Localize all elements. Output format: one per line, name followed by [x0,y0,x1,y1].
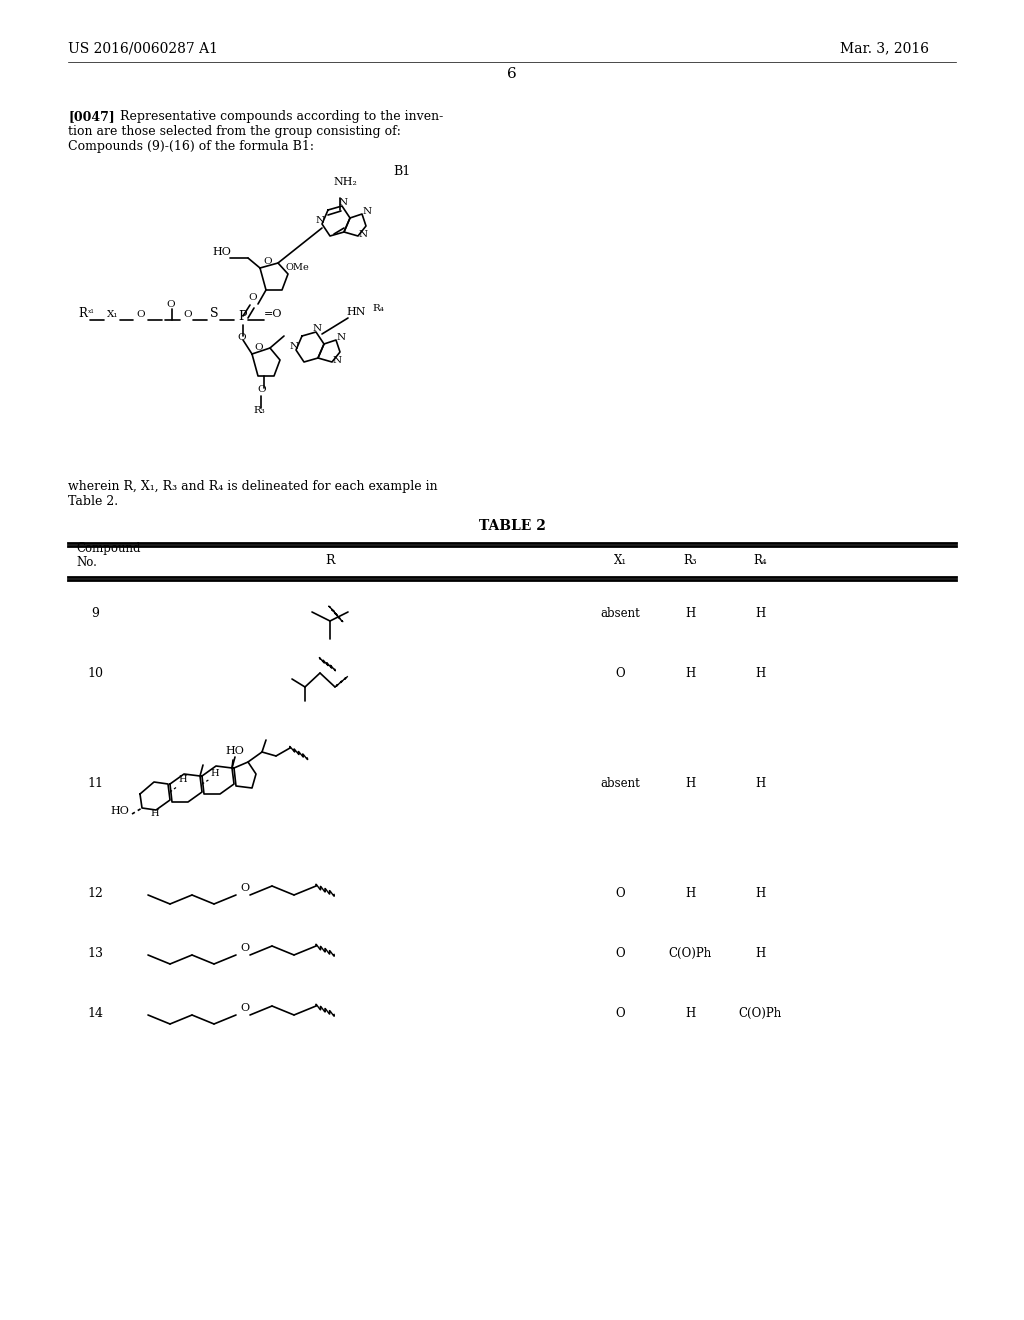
Text: X₁: X₁ [106,310,119,319]
Text: Table 2.: Table 2. [68,495,118,508]
Text: tion are those selected from the group consisting of:: tion are those selected from the group c… [68,125,400,139]
Text: absent: absent [600,607,640,620]
Text: O: O [254,343,262,352]
Text: O: O [240,1003,249,1012]
Text: S: S [210,308,218,319]
Text: ₓ₁: ₓ₁ [88,308,95,315]
Text: H: H [151,809,160,818]
Text: H: H [755,946,765,960]
Text: OMe: OMe [285,263,309,272]
Text: R: R [326,554,335,568]
Text: N: N [312,323,322,333]
Text: 10: 10 [87,667,103,680]
Text: O: O [240,883,249,894]
Text: =O: =O [264,309,283,319]
Text: 12: 12 [87,887,103,900]
Text: H: H [211,770,219,777]
Text: H: H [178,775,187,784]
Text: 6: 6 [507,67,517,81]
Text: H: H [755,777,765,789]
Text: HN: HN [346,308,366,317]
Text: R: R [78,308,87,319]
Text: 11: 11 [87,777,103,789]
Text: TABLE 2: TABLE 2 [478,519,546,533]
Text: O: O [263,257,271,267]
Text: H: H [685,1007,695,1020]
Text: N: N [362,207,372,216]
Text: H: H [755,667,765,680]
Text: [0047]: [0047] [68,110,115,123]
Text: B1: B1 [393,165,411,178]
Text: NH₂: NH₂ [333,177,357,187]
Text: O: O [237,333,246,342]
Text: Representative compounds according to the inven-: Representative compounds according to th… [120,110,443,123]
Text: Compounds (9)-(16) of the formula B1:: Compounds (9)-(16) of the formula B1: [68,140,314,153]
Text: US 2016/0060287 A1: US 2016/0060287 A1 [68,41,218,55]
Text: 14: 14 [87,1007,103,1020]
Text: 9: 9 [91,607,99,620]
Text: 13: 13 [87,946,103,960]
Text: O: O [248,293,257,302]
Text: R₃: R₃ [683,554,696,568]
Text: HO: HO [225,746,244,756]
Text: P: P [238,310,247,323]
Text: N: N [290,342,299,351]
Text: Mar. 3, 2016: Mar. 3, 2016 [840,41,929,55]
Text: wherein R, X₁, R₃ and R₄ is delineated for each example in: wherein R, X₁, R₃ and R₄ is delineated f… [68,480,437,492]
Text: C(O)Ph: C(O)Ph [669,946,712,960]
Text: N: N [337,333,346,342]
Text: Compound: Compound [76,543,140,554]
Text: O: O [615,667,625,680]
Text: N: N [339,198,347,207]
Text: O: O [136,310,144,319]
Text: O: O [615,946,625,960]
Text: O: O [166,300,175,309]
Text: N: N [359,230,368,239]
Text: R₄: R₄ [754,554,767,568]
Text: O: O [615,887,625,900]
Text: H: H [755,607,765,620]
Text: O: O [615,1007,625,1020]
Text: N: N [333,356,342,366]
Text: N: N [316,216,326,224]
Text: O: O [240,942,249,953]
Text: R₃: R₃ [253,407,265,414]
Text: X₁: X₁ [613,554,627,568]
Text: O: O [183,310,191,319]
Text: O: O [257,385,265,393]
Text: R₄: R₄ [372,304,384,313]
Text: C(O)Ph: C(O)Ph [738,1007,781,1020]
Text: H: H [685,887,695,900]
Text: absent: absent [600,777,640,789]
Text: HO: HO [110,807,129,816]
Text: H: H [755,887,765,900]
Text: H: H [685,607,695,620]
Text: No.: No. [76,556,97,569]
Text: H: H [685,777,695,789]
Text: HO: HO [212,247,230,257]
Text: H: H [685,667,695,680]
